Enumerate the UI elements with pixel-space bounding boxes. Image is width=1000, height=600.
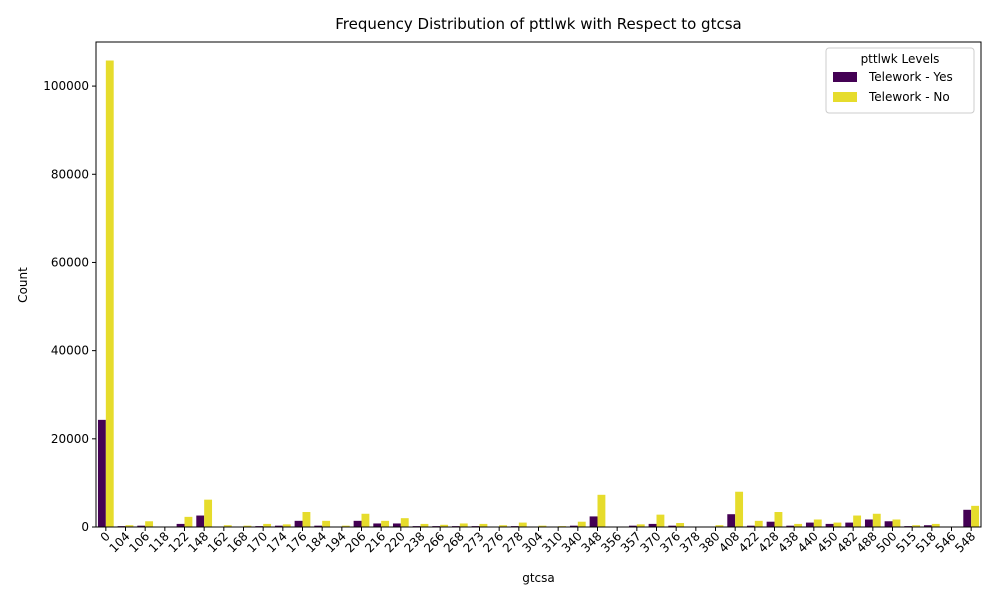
bar-no-380	[715, 525, 724, 527]
bar-no-488	[872, 513, 881, 527]
bar-no-106	[145, 521, 154, 527]
bar-no-104	[125, 525, 134, 527]
bar-no-174	[282, 524, 291, 527]
bar-yes-184	[314, 525, 323, 527]
legend-swatch-no	[833, 92, 857, 102]
bar-yes-440	[805, 522, 814, 527]
bar-no-500	[892, 519, 901, 527]
bar-no-422	[754, 520, 763, 527]
bar-no-216	[381, 520, 390, 527]
bar-no-276	[499, 525, 508, 527]
bar-no-340	[577, 521, 586, 527]
bar-no-482	[853, 515, 862, 527]
bar-no-170	[263, 523, 272, 527]
bar-yes-206	[353, 520, 362, 527]
bar-yes-450	[825, 523, 834, 527]
bar-yes-428	[766, 521, 775, 527]
bar-yes-220	[392, 523, 401, 527]
y-tick-label: 60000	[51, 255, 89, 269]
bar-no-518	[931, 523, 940, 527]
bar-yes-176	[294, 520, 303, 527]
bar-yes-422	[746, 525, 755, 527]
bar-no-268	[459, 523, 468, 527]
bar-no-266	[440, 524, 449, 527]
bar-yes-340	[569, 525, 578, 527]
bar-no-273	[479, 523, 488, 527]
bar-no-278	[518, 522, 527, 527]
bar-no-122	[184, 516, 193, 527]
bar-no-148	[204, 499, 213, 527]
bar-no-376	[676, 523, 685, 527]
bar-yes-376	[668, 525, 677, 527]
bar-yes-348	[589, 516, 598, 527]
bar-no-304	[538, 525, 547, 527]
bar-no-162	[223, 525, 232, 527]
y-axis-title: Count	[16, 267, 30, 303]
bar-yes-106	[137, 525, 146, 527]
bar-no-438	[794, 523, 803, 527]
bar-no-357	[636, 524, 645, 527]
bar-no-548	[971, 505, 980, 527]
bar-no-348	[597, 494, 606, 527]
bar-yes-408	[727, 514, 736, 527]
y-tick-label: 20000	[51, 432, 89, 446]
bar-no-440	[813, 519, 822, 527]
bar-no-450	[833, 522, 842, 527]
bar-no-176	[302, 512, 311, 527]
bar-yes-357	[628, 525, 637, 527]
y-tick-label: 0	[81, 520, 89, 534]
bar-no-370	[656, 514, 665, 527]
bar-yes-122	[176, 523, 185, 527]
bar-yes-488	[864, 519, 873, 527]
bar-yes-482	[845, 522, 854, 527]
bar-no-428	[774, 512, 783, 527]
bar-no-0	[105, 60, 114, 528]
bar-no-408	[735, 491, 744, 527]
x-axis-title: gtcsa	[522, 571, 555, 585]
bar-yes-548	[963, 509, 972, 527]
bar-yes-518	[923, 525, 932, 527]
legend-box	[825, 47, 975, 114]
bar-yes-370	[648, 523, 657, 527]
legend-title: pttlwk Levels	[861, 52, 940, 66]
y-axis: 0 20000 40000 60000 80000 100000	[43, 79, 96, 534]
y-tick-label: 80000	[51, 167, 89, 181]
legend-swatch-yes	[833, 72, 857, 82]
chart-title: Frequency Distribution of pttlwk with Re…	[335, 15, 741, 33]
y-tick-label: 100000	[43, 79, 89, 93]
bar-yes-0	[97, 419, 106, 527]
bar-yes-216	[373, 523, 382, 527]
bar-no-515	[912, 525, 921, 527]
bar-no-220	[400, 518, 409, 527]
bar-no-206	[361, 513, 370, 527]
legend: pttlwk Levels Telework - Yes Telework - …	[825, 47, 975, 114]
bar-yes-174	[274, 525, 283, 527]
y-tick-label: 40000	[51, 344, 89, 358]
bar-no-184	[322, 520, 331, 527]
bar-no-238	[420, 523, 429, 527]
legend-label-yes: Telework - Yes	[868, 70, 953, 84]
bars-group	[97, 60, 980, 528]
bar-yes-438	[786, 525, 795, 527]
bar-yes-500	[884, 521, 893, 527]
bar-no-194	[341, 525, 350, 527]
bar-yes-148	[196, 515, 205, 527]
legend-label-no: Telework - No	[868, 90, 950, 104]
bar-no-168	[243, 525, 252, 527]
